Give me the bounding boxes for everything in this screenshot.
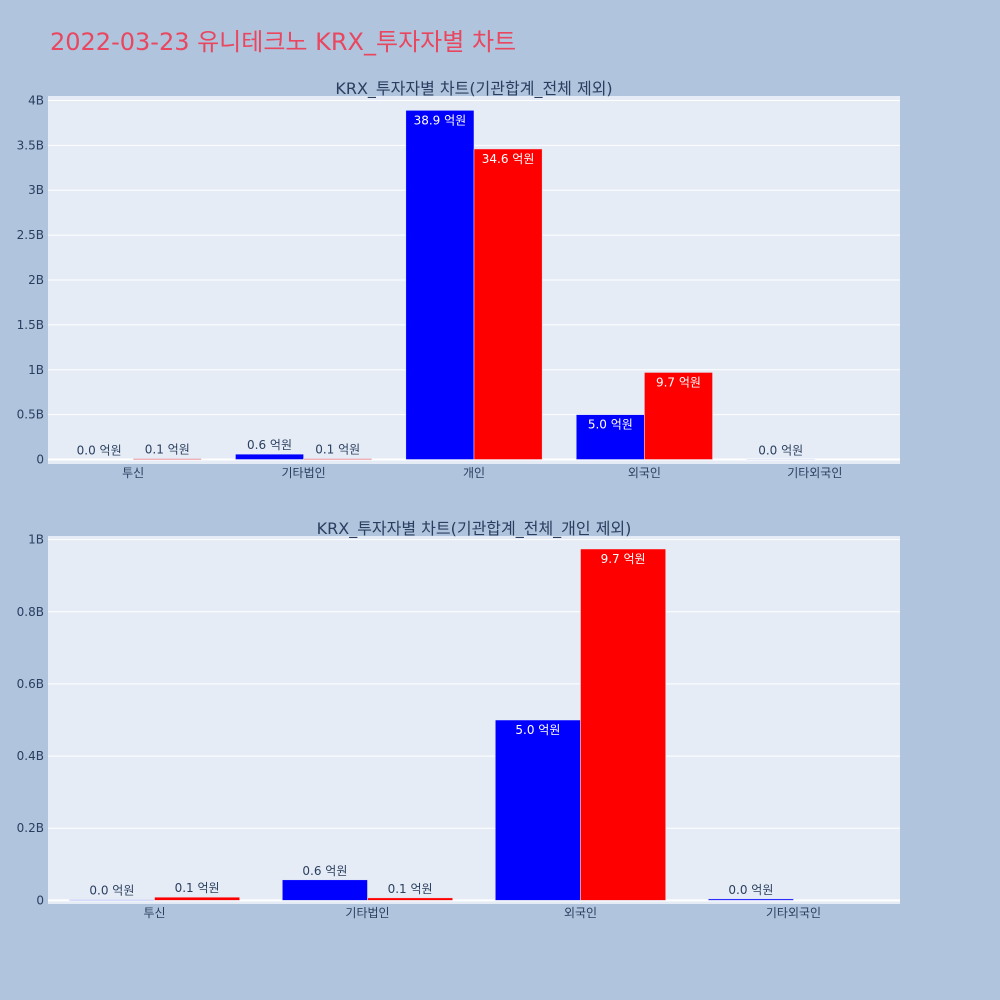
x-tick-label: 투신 [122, 466, 144, 480]
x-tick-label: 외국인 [628, 466, 661, 480]
bar [367, 897, 453, 901]
y-tick-label: 2.5B [17, 228, 44, 242]
x-tick-label: 기타외국인 [787, 466, 842, 480]
page-title: 2022-03-23 유니테크노 KRX_투자자별 차트 [50, 28, 517, 56]
data-label: 5.0 억원 [588, 418, 633, 432]
bar [235, 453, 304, 460]
y-tick-label: 0.8B [17, 605, 44, 619]
y-tick-label: 1.5B [17, 318, 44, 332]
bar [405, 110, 475, 460]
chart-title: KRX_투자자별 차트(기관합계_전체_개인 제외) [317, 519, 632, 539]
bar [575, 414, 645, 460]
x-tick-label: 외국인 [564, 906, 597, 920]
y-tick-label: 0 [36, 453, 44, 467]
x-tick-label: 개인 [463, 466, 485, 480]
bar [708, 898, 794, 901]
data-label: 9.7 억원 [656, 375, 701, 389]
data-label: 0.0 억원 [89, 884, 134, 898]
bar [154, 896, 240, 901]
data-label: 0.6 억원 [247, 438, 292, 452]
data-label: 0.0 억원 [728, 883, 773, 897]
y-tick-label: 3B [28, 183, 44, 197]
y-tick-label: 2B [28, 273, 44, 287]
x-tick-label: 기타법인 [282, 466, 326, 480]
data-label: 0.0 억원 [758, 443, 803, 457]
y-tick-label: 0.6B [17, 677, 44, 691]
y-tick-label: 0 [36, 893, 44, 907]
y-tick-label: 3.5B [17, 138, 44, 152]
bar [69, 899, 155, 901]
chart-investor-all: 0 0.5B 1B 1.5B 2B 2.5B 3B 3.5B 4B KRX_투자자별 차트(기관합… [17, 79, 900, 480]
chart-title: KRX_투자자별 차트(기관합계_전체 제외) [335, 79, 612, 99]
bar [282, 879, 368, 901]
y-tick-label: 4B [28, 93, 44, 107]
data-label: 0.6 억원 [302, 864, 347, 878]
plot-area [48, 536, 900, 904]
y-tick-label: 0.4B [17, 749, 44, 763]
data-label: 34.6 억원 [482, 152, 535, 166]
bar [580, 548, 666, 901]
x-tick-label: 기타법인 [345, 906, 389, 920]
y-tick-label: 1B [28, 363, 44, 377]
bar [473, 148, 543, 460]
chart-investor-excl-individual: 0 0.2B 0.4B 0.6B 0.8B 1B KRX_투자자별 차트(기관합계_전체_개… [17, 519, 900, 920]
bar [303, 458, 373, 460]
bar [644, 372, 713, 460]
y-tick-label: 0.2B [17, 821, 44, 835]
data-label: 38.9 억원 [414, 113, 467, 127]
x-tick-label: 투신 [143, 906, 165, 920]
data-label: 5.0 억원 [515, 723, 560, 737]
data-label: 0.1 억원 [175, 881, 220, 895]
bar [132, 458, 202, 460]
data-label: 0.1 억원 [388, 882, 433, 896]
data-label: 0.0 억원 [77, 444, 122, 458]
data-label: 0.1 억원 [315, 443, 360, 457]
data-label: 9.7 억원 [601, 552, 646, 566]
y-tick-label: 0.5B [17, 408, 44, 422]
x-tick-label: 기타외국인 [766, 906, 821, 920]
data-label: 0.1 억원 [145, 443, 190, 457]
bar [495, 719, 581, 901]
y-tick-label: 1B [28, 533, 44, 547]
